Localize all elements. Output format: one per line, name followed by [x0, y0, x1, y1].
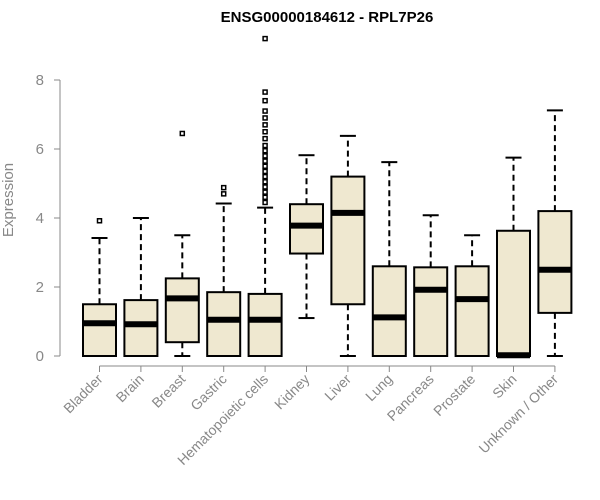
box-group [289, 154, 324, 320]
box-group [123, 217, 159, 357]
y-tick-label: 2 [36, 279, 44, 296]
box-iqr [82, 303, 117, 357]
outlier-point [262, 97, 268, 104]
box-group [82, 218, 117, 357]
box-iqr [123, 299, 159, 357]
outlier-point [220, 184, 227, 191]
box-group [537, 109, 573, 357]
outlier-point [262, 163, 268, 169]
box-iqr [496, 229, 531, 357]
box-iqr [206, 291, 242, 357]
outlier-point [262, 168, 268, 175]
box-iqr [247, 292, 283, 357]
x-tick-label: Bladder [60, 371, 106, 417]
outlier-point [262, 35, 268, 42]
x-tick-label: Liver [321, 371, 354, 404]
x-tick-label: Skin [489, 371, 520, 402]
outlier-point [179, 130, 186, 137]
box-iqr [330, 175, 366, 306]
box-iqr [371, 265, 407, 357]
outlier-point [262, 189, 268, 195]
outlier-point [262, 158, 268, 164]
outlier-point [262, 108, 268, 114]
box-group [247, 35, 283, 357]
y-tick-label: 8 [36, 72, 44, 89]
outlier-point [262, 173, 268, 180]
box-group [371, 161, 407, 357]
y-tick-label: 0 [36, 348, 44, 365]
outlier-point [262, 89, 268, 95]
outlier-point [262, 147, 268, 154]
x-tick-label: Prostate [430, 371, 478, 419]
x-tick-label: Unknown / Other [475, 371, 561, 457]
y-tick-label: 4 [36, 210, 44, 227]
box-iqr [164, 277, 200, 344]
box-iqr [289, 203, 324, 255]
outlier-point [220, 191, 227, 197]
outlier-point [262, 115, 268, 121]
y-axis: 0 2 4 6 8 [36, 72, 61, 365]
x-tick-label: Breast [148, 371, 188, 411]
chart-title: ENSG00000184612 - RPL7P26 [221, 9, 434, 26]
box-group [330, 134, 366, 357]
outlier-point [262, 135, 268, 142]
box-group [413, 214, 449, 357]
outlier-point [262, 179, 268, 185]
box-iqr [454, 265, 490, 357]
box-iqr [413, 266, 449, 357]
box-group [206, 184, 242, 357]
box-group [496, 156, 531, 359]
box-group [454, 234, 490, 357]
outlier-point [96, 218, 103, 224]
y-tick-label: 6 [36, 141, 44, 158]
boxes [82, 35, 573, 359]
outlier-point [262, 153, 268, 159]
outlier-point [262, 129, 268, 135]
y-axis-label: Expression [0, 163, 17, 237]
outlier-point [262, 184, 268, 190]
outlier-point [262, 199, 268, 206]
box-iqr [537, 210, 573, 314]
box-group [164, 130, 200, 357]
outlier-point [262, 122, 268, 128]
outlier-point [262, 142, 268, 149]
x-tick-label: Brain [113, 371, 147, 405]
x-tick-label: Lung [362, 371, 395, 404]
outlier-point [262, 194, 268, 201]
x-tick-label: Kidney [271, 371, 313, 413]
